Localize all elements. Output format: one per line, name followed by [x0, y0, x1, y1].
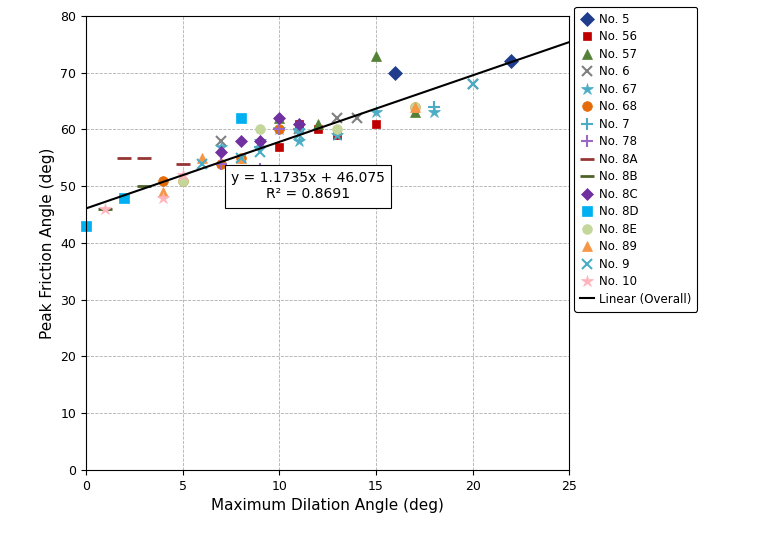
No. 7: [294, 126, 303, 132]
No. 6: [332, 115, 342, 121]
X-axis label: Maximum Dilation Angle (deg): Maximum Dilation Angle (deg): [211, 498, 444, 513]
No. 56: [332, 132, 342, 138]
No. 10: [158, 194, 168, 201]
No. 89: [236, 155, 245, 161]
No. 9: [255, 149, 264, 155]
Line: No. 78: No. 78: [215, 123, 285, 176]
Line: No. 67: No. 67: [215, 106, 440, 153]
Linear (Overall): [377, 104, 386, 110]
No. 56: [371, 121, 381, 127]
No. 67: [294, 138, 303, 144]
No. 56: [314, 126, 323, 132]
Linear (Overall): [369, 106, 378, 113]
No. 8E: [332, 126, 342, 132]
Line: No. 68: No. 68: [158, 102, 420, 185]
No. 67: [217, 143, 226, 150]
No. 5: [507, 58, 516, 65]
No. 8B: [101, 206, 110, 212]
Legend: No. 5, No. 56, No. 57, No. 6, No. 67, No. 68, No. 7, No. 78, No. 8A, No. 8B, No.: No. 5, No. 56, No. 57, No. 6, No. 67, No…: [574, 7, 697, 311]
No. 8E: [178, 177, 187, 184]
Linear (Overall): [489, 65, 498, 72]
Line: No. 57: No. 57: [275, 51, 420, 129]
Line: No. 8D: No. 8D: [81, 113, 246, 231]
No. 68: [275, 126, 284, 132]
No. 6: [217, 138, 226, 144]
Linear (Overall): [83, 205, 92, 211]
No. 68: [217, 160, 226, 167]
Linear (Overall): [519, 54, 529, 61]
Line: No. 6: No. 6: [216, 79, 477, 146]
No. 6: [468, 81, 477, 87]
No. 8C: [236, 138, 245, 144]
Line: No. 89: No. 89: [158, 102, 420, 197]
Line: No. 7: No. 7: [254, 100, 440, 153]
No. 78: [217, 160, 226, 167]
No. 6: [294, 126, 303, 132]
Linear (Overall): [367, 107, 377, 113]
No. 5: [391, 69, 400, 76]
Text: y = 1.1735x + 46.075
R² = 0.8691: y = 1.1735x + 46.075 R² = 0.8691: [232, 171, 385, 201]
No. 68: [178, 177, 187, 184]
No. 8D: [120, 194, 129, 201]
Line: No. 5: No. 5: [391, 57, 516, 77]
No. 89: [197, 155, 207, 161]
No. 8E: [410, 104, 420, 110]
No. 57: [275, 115, 284, 121]
No. 10: [178, 172, 187, 178]
No. 57: [314, 121, 323, 127]
Linear (Overall): [81, 205, 90, 211]
No. 67: [275, 126, 284, 132]
No. 8D: [236, 115, 245, 121]
Y-axis label: Peak Friction Angle (deg): Peak Friction Angle (deg): [40, 147, 55, 339]
Line: No. 10: No. 10: [99, 169, 266, 215]
No. 9: [197, 160, 207, 167]
No. 67: [255, 138, 264, 144]
No. 89: [410, 104, 420, 110]
No. 68: [410, 104, 420, 110]
No. 8E: [255, 126, 264, 132]
Line: No. 8E: No. 8E: [178, 102, 420, 185]
No. 67: [429, 109, 438, 116]
No. 8A: [120, 155, 129, 161]
Line: No. 8C: No. 8C: [217, 114, 303, 156]
No. 68: [158, 177, 168, 184]
No. 8C: [255, 138, 264, 144]
No. 8B: [139, 183, 148, 190]
No. 7: [255, 143, 264, 150]
Line: No. 8B: No. 8B: [98, 179, 151, 216]
No. 9: [468, 81, 477, 87]
No. 8C: [294, 121, 303, 127]
No. 57: [371, 52, 381, 59]
No. 10: [101, 206, 110, 212]
No. 78: [275, 126, 284, 132]
No. 89: [158, 189, 168, 195]
No. 8A: [178, 160, 187, 167]
No. 6: [352, 115, 361, 121]
Line: No. 9: No. 9: [197, 79, 477, 168]
Linear (Overall): [565, 39, 574, 45]
No. 57: [410, 109, 420, 116]
No. 67: [371, 109, 381, 116]
No. 56: [275, 143, 284, 150]
No. 56: [294, 121, 303, 127]
No. 8A: [139, 155, 148, 161]
No. 8C: [217, 149, 226, 155]
Line: Linear (Overall): Linear (Overall): [86, 42, 569, 208]
Line: No. 8A: No. 8A: [118, 151, 190, 170]
No. 68: [236, 155, 245, 161]
Line: No. 56: No. 56: [275, 120, 380, 151]
No. 7: [429, 104, 438, 110]
No. 67: [332, 132, 342, 138]
No. 9: [294, 132, 303, 138]
No. 8D: [81, 223, 90, 229]
No. 9: [236, 155, 245, 161]
No. 8C: [275, 115, 284, 121]
No. 78: [255, 166, 264, 172]
No. 10: [236, 172, 245, 178]
No. 10: [255, 172, 264, 178]
